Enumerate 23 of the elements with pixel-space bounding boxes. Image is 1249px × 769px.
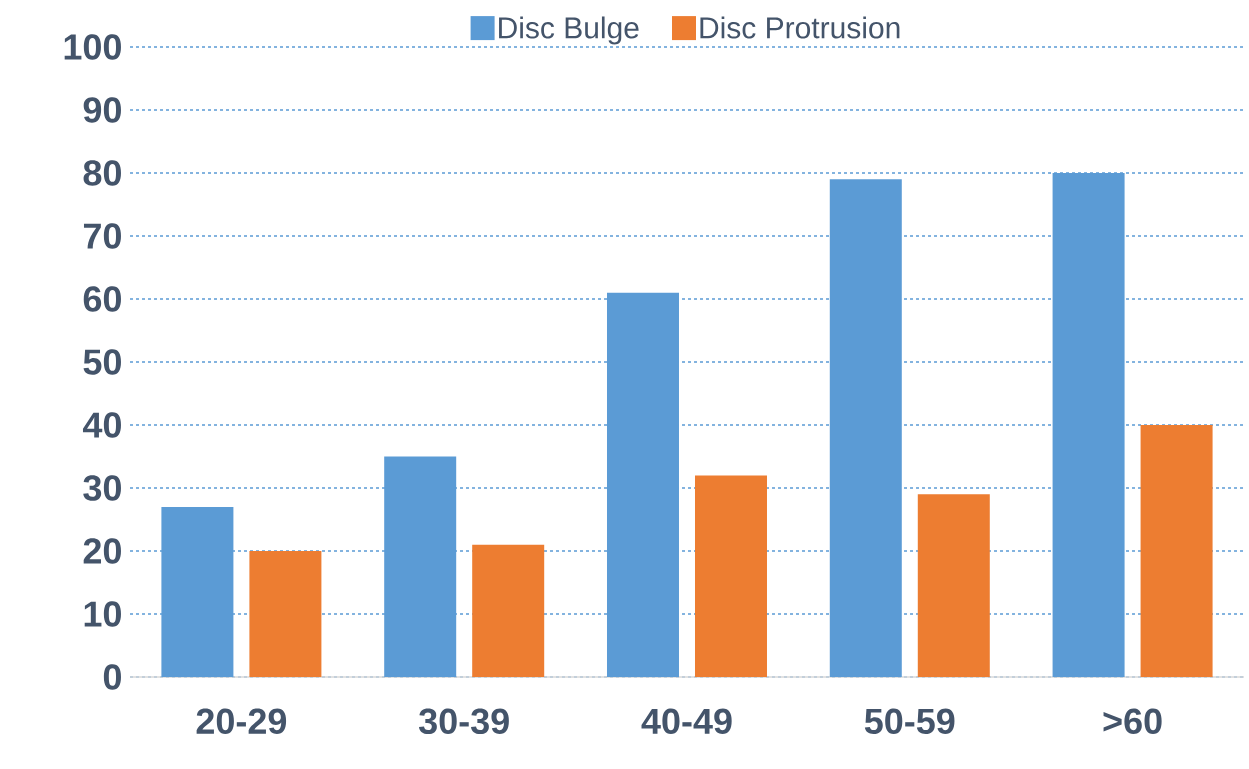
- y-tick-label: 50: [83, 349, 121, 375]
- y-tick-label: 10: [84, 601, 121, 627]
- x-tick-label: 30-39: [418, 708, 509, 735]
- y-tick-label: 30: [83, 475, 121, 501]
- bar: [1140, 425, 1213, 677]
- x-tick-label: 40-49: [641, 708, 732, 735]
- y-tick-label: 0: [103, 664, 121, 690]
- legend-label: Disc Bulge: [499, 16, 639, 45]
- bar: [249, 551, 322, 677]
- y-tick-label: 90: [83, 97, 121, 123]
- y-tick-label: 100: [64, 34, 121, 60]
- x-tick-label: >60: [1103, 708, 1162, 735]
- y-tick-label: 60: [83, 286, 121, 312]
- x-tick-label: 50-59: [864, 708, 955, 735]
- bar: [917, 494, 990, 677]
- bar: [472, 544, 545, 677]
- y-tick-label: 20: [83, 538, 121, 564]
- x-tick-label: 20-29: [196, 708, 287, 735]
- y-tick-label: 80: [83, 160, 121, 186]
- legend-label: Disc Protrusion: [700, 16, 900, 39]
- y-tick-label: 40: [82, 412, 121, 438]
- bar: [694, 475, 767, 677]
- y-tick-label: 70: [83, 223, 121, 249]
